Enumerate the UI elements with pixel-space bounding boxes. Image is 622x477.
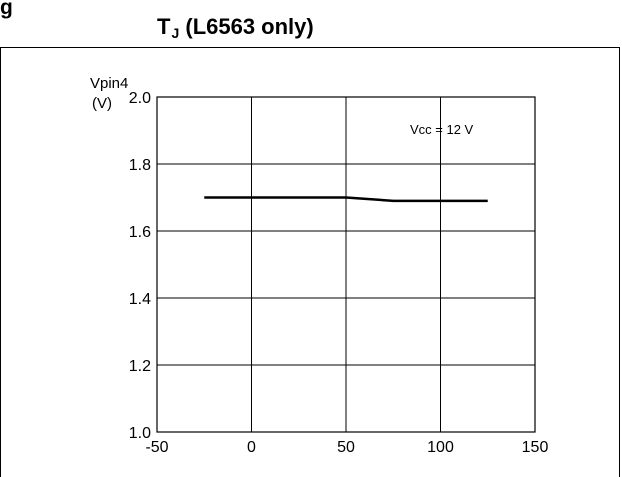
y-tick-label: 1.0 xyxy=(129,425,151,442)
y-tick-labels: 1.0 1.2 1.4 1.6 1.8 2.0 xyxy=(129,90,151,442)
x-tick-label: 100 xyxy=(427,439,454,456)
figure-frame xyxy=(0,47,620,477)
x-tick-label: 50 xyxy=(337,439,355,456)
y-axis-label-unit: (V) xyxy=(92,95,112,112)
x-tick-label: 150 xyxy=(522,439,549,456)
plot-area xyxy=(156,96,536,433)
y-axis-label-name: Vpin4 xyxy=(90,75,128,92)
figure-title: TJ (L6563 only) xyxy=(157,14,314,41)
x-tick-labels: -50 0 50 100 150 xyxy=(145,439,548,456)
vcc-annotation: Vcc = 12 V xyxy=(410,122,474,137)
x-tick-label: 0 xyxy=(247,439,256,456)
series-line xyxy=(204,196,488,203)
y-tick-label: 1.4 xyxy=(129,291,151,308)
grid xyxy=(157,97,535,432)
figure-title-main: T xyxy=(157,14,171,39)
y-tick-label: 1.8 xyxy=(129,157,151,174)
y-tick-label: 1.6 xyxy=(129,224,151,241)
figure-title-rest: (L6563 only) xyxy=(179,14,314,39)
y-tick-label: 2.0 xyxy=(129,90,151,107)
figure-title-subscript: J xyxy=(171,25,180,41)
x-tick-label: -50 xyxy=(145,439,168,456)
y-tick-label: 1.2 xyxy=(129,358,151,375)
series-group xyxy=(204,196,488,203)
figure-prefix: g xyxy=(0,0,13,19)
